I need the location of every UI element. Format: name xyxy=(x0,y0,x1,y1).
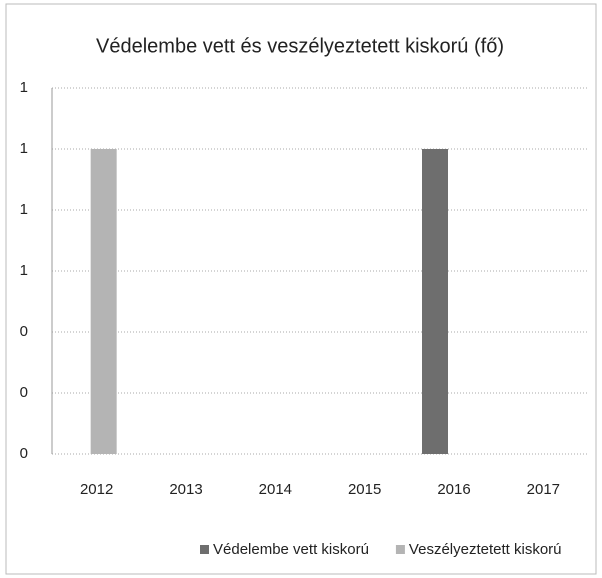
legend-label: Veszélyeztetett kiskorú xyxy=(409,541,562,558)
y-tick-label: 1 xyxy=(20,201,28,218)
legend-swatch xyxy=(200,545,209,554)
x-tick-label: 2015 xyxy=(348,481,381,498)
x-tick-label: 2016 xyxy=(437,481,470,498)
y-tick-label: 0 xyxy=(20,323,28,340)
y-tick-label: 1 xyxy=(20,262,28,279)
y-tick-label: 0 xyxy=(20,445,28,462)
y-tick-label: 1 xyxy=(20,79,28,96)
x-tick-label: 2014 xyxy=(259,481,292,498)
y-tick-label: 0 xyxy=(20,384,28,401)
chart-title: Védelembe vett és veszélyeztetett kiskor… xyxy=(96,35,504,57)
chart-frame xyxy=(5,3,597,575)
y-tick-label: 1 xyxy=(20,140,28,157)
x-tick-label: 2013 xyxy=(169,481,202,498)
bar xyxy=(422,149,448,454)
x-tick-label: 2017 xyxy=(527,481,560,498)
legend-swatch xyxy=(395,545,405,554)
legend-label: Védelembe vett kiskorú xyxy=(213,541,369,558)
x-tick-label: 2012 xyxy=(80,481,113,498)
bar xyxy=(90,149,117,454)
